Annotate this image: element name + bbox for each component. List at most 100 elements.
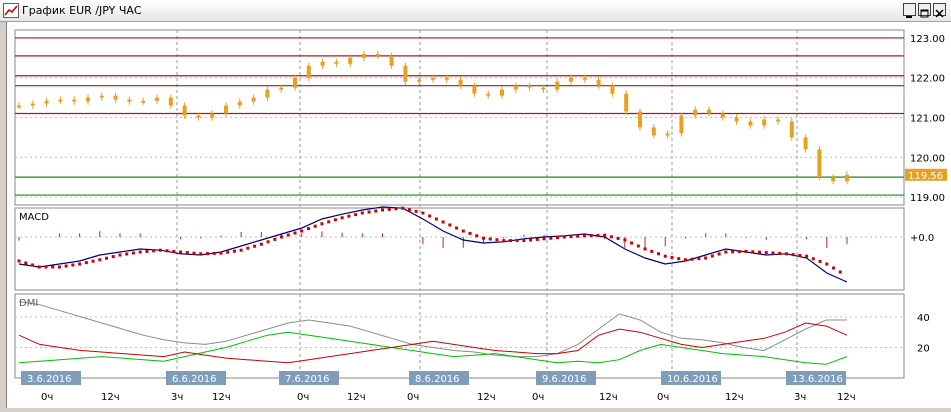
hour-label: 0ч <box>41 392 53 403</box>
candle-body <box>513 85 518 90</box>
candle-body <box>99 95 104 98</box>
candle-body <box>541 87 546 90</box>
candle-body <box>375 53 380 56</box>
signal-dot <box>791 253 795 257</box>
signal-dot <box>475 234 479 238</box>
date-label: 7.6.2016 <box>285 374 330 385</box>
date-label-bg <box>21 371 81 385</box>
candle-body <box>279 87 284 90</box>
signal-dot <box>273 237 277 241</box>
candle-body <box>237 101 242 106</box>
signal-dot <box>232 249 236 253</box>
hour-label: 0ч <box>297 392 309 403</box>
date-label: 8.6.2016 <box>415 374 460 385</box>
candle-body <box>762 119 767 126</box>
candle-body <box>251 97 256 102</box>
candle-body <box>210 113 215 118</box>
signal-dot <box>105 256 109 260</box>
signal-dot <box>374 209 378 213</box>
candle-body <box>789 121 794 138</box>
signal-dot <box>286 233 290 237</box>
signal-dot <box>764 251 768 255</box>
date-label-bg <box>409 371 469 385</box>
signal-dot <box>542 237 546 241</box>
signal-dot <box>717 252 721 256</box>
signal-dot <box>158 248 162 252</box>
plus-di-line <box>18 331 848 365</box>
candle-body <box>86 97 90 102</box>
candle-body <box>403 65 408 82</box>
signal-dot <box>212 251 216 255</box>
signal-dot <box>401 206 405 210</box>
date-label: 9.6.2016 <box>542 374 587 385</box>
candle-body <box>224 105 228 114</box>
signal-dot <box>313 224 317 228</box>
signal-dot <box>556 236 560 240</box>
dmi-panel[interactable] <box>14 293 905 379</box>
signal-dot <box>266 240 270 244</box>
candle-body <box>734 117 739 122</box>
signal-dot <box>670 255 674 259</box>
signal-dot <box>737 250 741 254</box>
signal-dot <box>636 244 640 248</box>
signal-dot <box>118 253 122 257</box>
signal-dot <box>441 220 445 224</box>
signal-dot <box>838 270 842 274</box>
close-button[interactable] <box>933 3 946 18</box>
candle-body <box>776 119 780 122</box>
candle-body <box>431 77 435 80</box>
price-tick-label: 122.00 <box>910 74 945 85</box>
candle-body <box>182 105 187 116</box>
signal-dot <box>549 236 553 240</box>
hour-label: 12ч <box>837 392 856 403</box>
candle-body <box>127 99 132 102</box>
signal-dot <box>609 235 613 239</box>
candle-body <box>417 79 422 82</box>
restore-button[interactable] <box>918 3 931 18</box>
signal-dot <box>280 235 284 239</box>
candle-body <box>500 89 504 96</box>
signal-dot <box>811 257 815 261</box>
candle-body <box>693 109 698 116</box>
dmi-series <box>18 301 848 365</box>
chart-canvas[interactable]: 123.00 122.00 121.00 120.00 119.00 119.56 MACD… <box>7 22 951 408</box>
signal-dot <box>306 227 310 231</box>
signal-dot <box>650 249 654 253</box>
signal-dot <box>172 249 176 253</box>
signal-dot <box>751 250 755 254</box>
signal-dot <box>165 249 169 253</box>
signal-dot <box>455 226 459 230</box>
signal-dot <box>582 234 586 238</box>
signal-dot <box>340 216 344 220</box>
candle-body <box>155 97 159 101</box>
signal-dot <box>226 250 230 254</box>
hour-label: 3ч <box>794 392 806 403</box>
signal-dot <box>630 241 634 245</box>
minimize-button[interactable] <box>903 3 916 18</box>
signal-dot <box>468 231 472 235</box>
candle-body <box>555 81 560 90</box>
candle-body <box>196 115 201 118</box>
candle-body <box>638 111 642 128</box>
candle-body <box>348 57 353 64</box>
macd-panel[interactable] <box>14 207 905 291</box>
signal-dot <box>219 251 223 255</box>
minus-di-line <box>18 322 848 364</box>
hour-label: 12ч <box>347 392 366 403</box>
date-label: 3.6.2016 <box>27 374 72 385</box>
signal-dot <box>704 256 708 260</box>
signal-dot <box>825 262 829 266</box>
signal-dot <box>522 239 526 243</box>
signal-dot <box>677 257 681 261</box>
signal-dot <box>798 253 802 257</box>
signal-dot <box>84 261 88 265</box>
candle-body <box>458 79 463 86</box>
price-tick-label: 119.00 <box>910 193 945 204</box>
candle-body <box>707 109 711 114</box>
signal-dot <box>569 235 573 239</box>
signal-dot <box>246 246 250 250</box>
signal-dot <box>461 229 465 233</box>
candle-body <box>113 95 118 100</box>
title-bar[interactable]: График EUR /JPY ЧАС <box>0 0 951 22</box>
price-tick-label: 123.00 <box>910 34 945 45</box>
